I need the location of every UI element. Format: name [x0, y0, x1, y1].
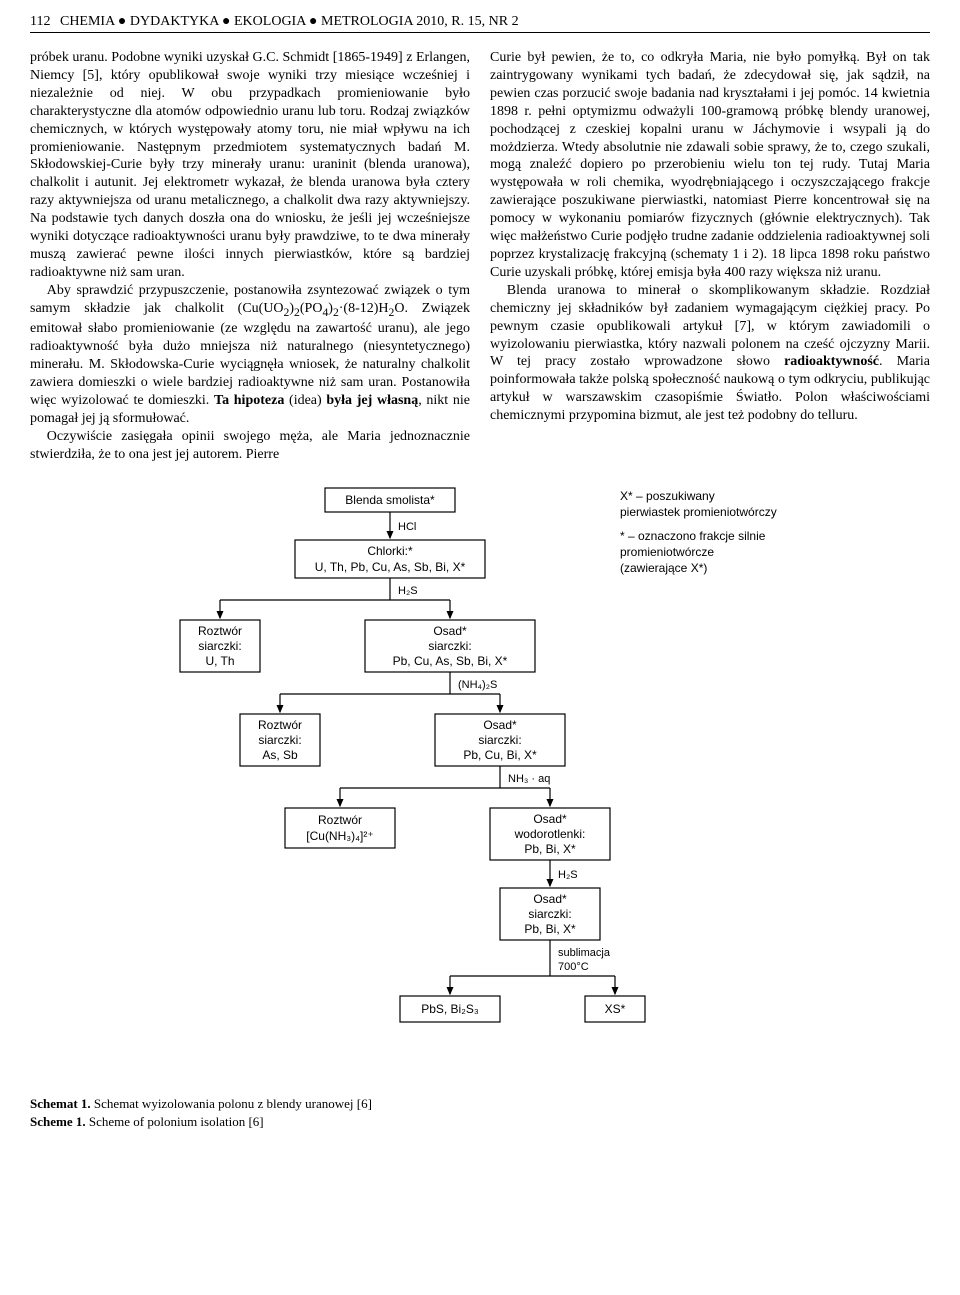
caption-en: Scheme 1. Scheme of polonium isolation […	[30, 1114, 930, 1130]
p2-text-c: (PO	[300, 301, 323, 316]
edge-hcl: HCl	[398, 521, 416, 533]
n3l-l1: Roztwór	[198, 624, 242, 638]
page-number: 112	[30, 14, 50, 29]
left-p3: Oczywiście zasięgała opinii swojego męża…	[30, 428, 470, 464]
edge-nh3aq: NH₃ · aq	[508, 773, 550, 785]
r-p2-bold: radioaktywność	[784, 354, 879, 369]
right-column: Curie był pewien, że to, co odkryła Mari…	[490, 49, 930, 464]
edge-h2s-2: H₂S	[558, 869, 578, 881]
n5l-l2: [Cu(NH₃)₄]²⁺	[306, 829, 373, 843]
left-p1: próbek uranu. Podobne wyniki uzyskał G.C…	[30, 49, 470, 282]
n6-l3: Pb, Bi, X*	[524, 922, 576, 936]
edge-h2s-1: H₂S	[398, 585, 418, 597]
legend-l5: (zawierające X*)	[620, 561, 707, 575]
p2-text-h: (idea)	[284, 393, 326, 408]
figure-captions: Schemat 1. Schemat wyizolowania polonu z…	[30, 1096, 930, 1130]
caption-en-text: Scheme of polonium isolation [6]	[86, 1114, 264, 1129]
n3l-l2: siarczki:	[198, 639, 241, 653]
p2-bold-g: Ta hipoteza	[214, 393, 284, 408]
caption-pl-bold: Schemat 1.	[30, 1096, 91, 1111]
p2-text-f: O. Związek emitował słabo promieniowanie…	[30, 301, 470, 408]
page-header: 112 CHEMIA ● DYDAKTYKA ● EKOLOGIA ● METR…	[30, 14, 930, 33]
n6-l1: Osad*	[533, 892, 567, 906]
flowchart-figure: X* – poszukiwany pierwiastek promieniotw…	[30, 480, 930, 1080]
left-p2: Aby sprawdzić przypuszczenie, postanowił…	[30, 282, 470, 428]
n5r-l3: Pb, Bi, X*	[524, 842, 576, 856]
n6-l2: siarczki:	[528, 907, 571, 921]
n3r-l3: Pb, Cu, As, Sb, Bi, X*	[393, 654, 508, 668]
flowchart-svg: X* – poszukiwany pierwiastek promieniotw…	[120, 480, 840, 1080]
caption-pl: Schemat 1. Schemat wyizolowania polonu z…	[30, 1096, 930, 1112]
n5r-l2: wodorotlenki:	[514, 827, 586, 841]
p2-text-e: ·(8-12)H	[339, 301, 389, 316]
n4r-l1: Osad*	[483, 718, 517, 732]
node-blenda-text: Blenda smolista*	[345, 493, 435, 507]
n7r-text: XS*	[605, 1002, 626, 1016]
n4r-l3: Pb, Cu, Bi, X*	[463, 748, 537, 762]
n4r-l2: siarczki:	[478, 733, 521, 747]
caption-en-bold: Scheme 1.	[30, 1114, 86, 1129]
legend-l2: pierwiastek promieniotwórczy	[620, 505, 777, 519]
n5l-l1: Roztwór	[318, 813, 362, 827]
n3l-l3: U, Th	[205, 654, 234, 668]
node-chlorki-l2: U, Th, Pb, Cu, As, Sb, Bi, X*	[315, 560, 466, 574]
two-column-body: próbek uranu. Podobne wyniki uzyskał G.C…	[30, 49, 930, 464]
journal-title: CHEMIA ● DYDAKTYKA ● EKOLOGIA ● METROLOG…	[60, 14, 519, 29]
n7l-text: PbS, Bi₂S₃	[421, 1002, 479, 1016]
n3r-l1: Osad*	[433, 624, 467, 638]
n4l-l2: siarczki:	[258, 733, 301, 747]
right-p2: Blenda uranowa to minerał o skomplikowan…	[490, 282, 930, 425]
caption-pl-text: Schemat wyizolowania polonu z blendy ura…	[91, 1096, 372, 1111]
legend-l4: promieniotwórcze	[620, 545, 714, 559]
n3r-l2: siarczki:	[428, 639, 471, 653]
legend-l1: X* – poszukiwany	[620, 489, 715, 503]
edge-subl: sublimacja	[558, 947, 611, 959]
n5r-l1: Osad*	[533, 812, 567, 826]
right-p1: Curie był pewien, że to, co odkryła Mari…	[490, 49, 930, 282]
n4l-l3: As, Sb	[262, 748, 298, 762]
legend-l3: * – oznaczono frakcje silnie	[620, 529, 766, 543]
node-chlorki-l1: Chlorki:*	[367, 544, 413, 558]
edge-nh4s: (NH₄)₂S	[458, 679, 497, 691]
left-column: próbek uranu. Podobne wyniki uzyskał G.C…	[30, 49, 470, 464]
n4l-l1: Roztwór	[258, 718, 302, 732]
edge-700: 700°C	[558, 961, 589, 973]
p2-bold-i: była jej własną	[326, 393, 418, 408]
